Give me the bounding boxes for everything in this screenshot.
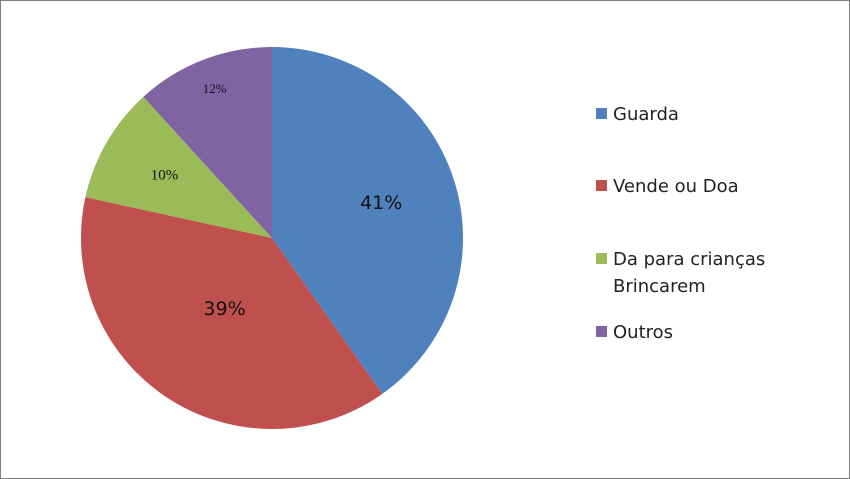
legend-item: Da para crianças Brincarem — [596, 246, 816, 300]
pie-slice — [143, 46, 272, 238]
legend-swatch — [596, 108, 607, 119]
pie-slice — [272, 47, 464, 394]
pie-slice — [85, 96, 273, 238]
legend-swatch — [596, 180, 607, 191]
legend-item: Vende ou Doa — [596, 173, 816, 200]
legend-item: Guarda — [596, 101, 816, 128]
data-label: 10% — [151, 167, 179, 183]
legend-label: Vende ou Doa — [613, 176, 739, 197]
legend-swatch — [596, 253, 607, 264]
legend-item: Outros — [596, 319, 816, 346]
data-label: 12% — [203, 81, 227, 96]
legend-label: Guarda — [613, 104, 679, 125]
data-label: 39% — [203, 298, 245, 320]
data-label: 41% — [360, 192, 402, 214]
legend-swatch — [596, 326, 607, 337]
legend-label: Da para crianças Brincarem — [613, 249, 766, 297]
legend-label: Outros — [613, 322, 674, 343]
pie-slice — [81, 197, 383, 429]
